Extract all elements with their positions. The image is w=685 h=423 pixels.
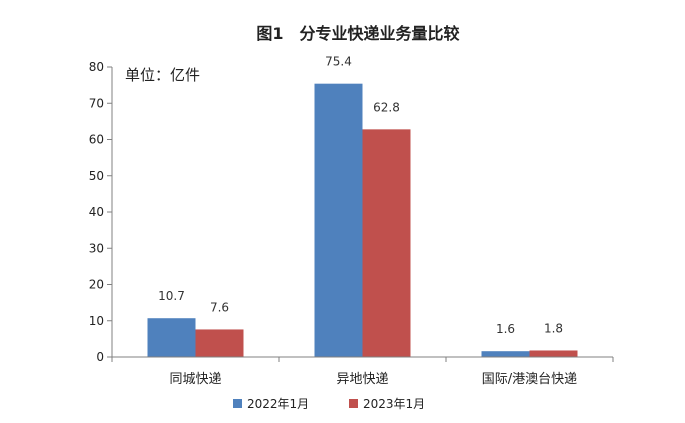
legend-label: 2022年1月 [247, 397, 309, 411]
category-label: 国际/港澳台快递 [482, 371, 577, 387]
bars [147, 83, 578, 358]
y-tick-label: 0 [96, 350, 104, 364]
bar-1-1 [147, 318, 196, 357]
y-tick-label: 50 [89, 169, 104, 183]
y-tick-label: 40 [89, 205, 104, 219]
data-label: 1.6 [496, 322, 515, 336]
y-tick-label: 60 [89, 133, 104, 147]
axes [111, 67, 614, 362]
bar-1-3 [481, 351, 530, 357]
y-tick-label: 70 [89, 96, 104, 110]
y-axis-ticks: 0 10 20 30 40 50 60 70 80 [89, 60, 112, 364]
bar-2-3 [529, 350, 578, 357]
bar-2-1 [195, 329, 244, 357]
unit-label: 单位：亿件 [125, 66, 200, 84]
y-tick-label: 30 [89, 241, 104, 255]
bar-1-2 [314, 83, 363, 358]
chart-title: 图1 分专业快递业务量比较 [256, 24, 459, 43]
category-labels: 同城快递 异地快递 国际/港澳台快递 [169, 371, 577, 387]
y-tick-label: 10 [89, 314, 104, 328]
legend-swatch [233, 399, 242, 408]
data-label: 10.7 [158, 289, 185, 303]
bar-2-2 [362, 129, 411, 357]
legend: 2022年1月 2023年1月 [233, 397, 425, 411]
data-labels: 10.7 75.4 1.6 7.6 62.8 1.8 [158, 55, 563, 337]
y-tick-label: 80 [89, 60, 104, 74]
data-label: 62.8 [373, 100, 400, 114]
legend-label: 2023年1月 [363, 397, 425, 411]
category-label: 异地快递 [336, 372, 388, 387]
data-label: 7.6 [210, 300, 229, 314]
category-label: 同城快递 [169, 372, 221, 387]
y-tick-label: 20 [89, 278, 104, 292]
data-label: 1.8 [544, 321, 563, 335]
data-label: 75.4 [325, 55, 352, 69]
legend-swatch [349, 399, 358, 408]
